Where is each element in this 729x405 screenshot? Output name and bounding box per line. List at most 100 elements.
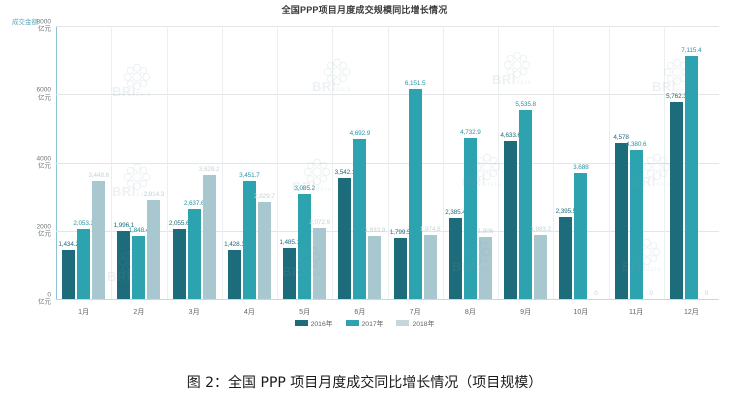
bar-value-label: 2,395.5 [555,208,577,216]
bar-column[interactable]: 4,380.6 [626,26,647,299]
bar[interactable] [313,228,327,299]
bar[interactable] [684,56,698,299]
bar-column[interactable]: 3,085.2 [294,26,315,299]
bar-value-label: 5,762.3 [666,93,687,101]
bar[interactable] [393,237,407,299]
bar-value-label: 3,085.2 [294,184,315,192]
legend-item-2016[interactable]: 2016年 [294,318,333,328]
bar[interactable] [227,250,241,299]
bar-value-label: 3,448.6 [88,172,109,180]
bar-column[interactable]: 1,428.1 [224,26,245,299]
bar-column[interactable]: 5,535.8 [515,26,536,299]
grid-line-vertical [498,26,499,299]
bar-column[interactable]: 1,874.8 [420,26,441,299]
bar[interactable] [353,138,367,299]
chart-legend: 2016年 2017年 2018年 [0,318,729,328]
bar[interactable] [478,237,492,299]
bar-column[interactable]: 2,914.3 [144,26,164,299]
legend-item-2018[interactable]: 2018年 [396,318,434,328]
grid-line-vertical [553,26,555,299]
bar-column[interactable]: 4,578 [613,26,629,299]
bar[interactable] [283,248,297,299]
bar-column[interactable]: 3,448.6 [88,26,109,299]
bar-group: 2,055.6 2,637.6 3,629.2 [167,26,222,299]
legend-swatch-icon [294,320,308,326]
bar-column[interactable]: 0 [700,26,713,299]
bar[interactable] [92,181,106,299]
bar-column[interactable]: 1,806 [477,26,494,299]
bar[interactable] [448,217,462,299]
bar-group: 2,385.4 4,732.9 1,806 [443,26,498,299]
bar[interactable] [242,181,256,299]
bar-column[interactable]: 3,688 [573,26,589,299]
bar[interactable] [117,230,131,299]
bar-column[interactable]: 3,629.2 [199,26,220,299]
bar-column[interactable]: 1,833.9 [365,26,385,299]
bar-column[interactable]: 2,395.5 [556,26,576,299]
bar-value-label: 4,578 [613,133,629,141]
bar-column[interactable]: 4,732.9 [460,26,481,299]
bar[interactable] [629,149,643,299]
bar-column[interactable]: 0 [645,26,658,299]
bar-value-label: 5,535.8 [515,101,536,109]
bar-group: 1,996.1 1,848.4 2,914.3 [111,26,166,299]
bar[interactable] [187,209,201,299]
bar[interactable] [298,193,312,299]
bar-column[interactable]: 2,637.6 [184,26,205,299]
bar-value-label: 3,629.2 [198,166,220,174]
legend-swatch-icon [396,320,410,326]
bar-value-label: 1,874.8 [419,226,441,234]
legend-item-2017[interactable]: 2017年 [345,318,383,328]
bar[interactable] [77,228,91,299]
bar[interactable] [534,234,548,299]
bar[interactable] [614,142,628,299]
bar-column[interactable]: 4,633.6 [500,26,521,299]
bar-group: 4,633.6 5,535.8 1,883.2 [498,26,553,299]
x-axis-tick-label: 9月 [520,309,532,316]
bar-column[interactable]: 2,385.4 [445,26,466,299]
bar-column[interactable]: 3,542.1 [335,26,355,299]
x-axis-tick-label: 1月 [78,309,90,316]
bar[interactable] [574,173,588,299]
bar-column[interactable]: 2,053.2 [73,26,94,299]
bar[interactable] [519,110,533,299]
bar[interactable] [463,137,477,299]
bar[interactable] [423,235,437,299]
bar-column[interactable]: 4,692.9 [350,26,370,299]
bar[interactable] [62,250,76,299]
bar[interactable] [338,178,352,299]
bar-column[interactable]: 0 [589,26,602,299]
figure-caption: 图 2：全国 PPP 项目月度成交同比增长情况（项目规模） [186,375,543,391]
bar[interactable] [669,102,683,299]
bar-group: 3,542.1 4,692.9 1,833.9 [332,26,387,299]
bar[interactable] [202,175,216,299]
bar-column[interactable]: 3,451.7 [239,26,260,299]
bar-column[interactable]: 1,848.4 [129,26,149,299]
bar[interactable] [504,140,518,299]
bar-column[interactable]: 1,434.2 [58,26,79,299]
bar-column[interactable]: 6,151.5 [405,26,426,299]
bar-column[interactable]: 1,883.2 [530,26,551,299]
bar-column[interactable]: 2,829.7 [254,26,275,299]
bar-column[interactable]: 1,996.1 [114,26,134,299]
bar-value-label: 1,848.4 [128,226,150,234]
bar[interactable] [408,89,422,299]
bar-group: 1,485.1 3,085.2 2,072.9 [277,26,332,299]
bar[interactable] [147,199,161,299]
bar-column[interactable]: 5,762.3 [666,26,687,299]
bar-group: 4,578 4,380.6 0 [609,26,664,299]
bar[interactable] [368,236,382,299]
bar[interactable] [559,217,573,299]
bar[interactable] [132,235,146,299]
bar-column[interactable]: 2,072.9 [309,26,330,299]
grid-line-vertical [332,26,334,299]
bar-value-label: 1,833.9 [364,227,386,235]
bar-column[interactable]: 1,799.5 [390,26,411,299]
bar[interactable] [172,228,186,299]
bar[interactable] [257,202,271,299]
bar-column[interactable]: 2,055.6 [169,26,190,299]
bar-column[interactable]: 1,485.1 [279,26,300,299]
bar-value-label: 1,806 [477,228,494,236]
x-axis-tick-label: 6月 [354,309,366,316]
bar-column[interactable]: 7,115.4 [681,26,702,299]
